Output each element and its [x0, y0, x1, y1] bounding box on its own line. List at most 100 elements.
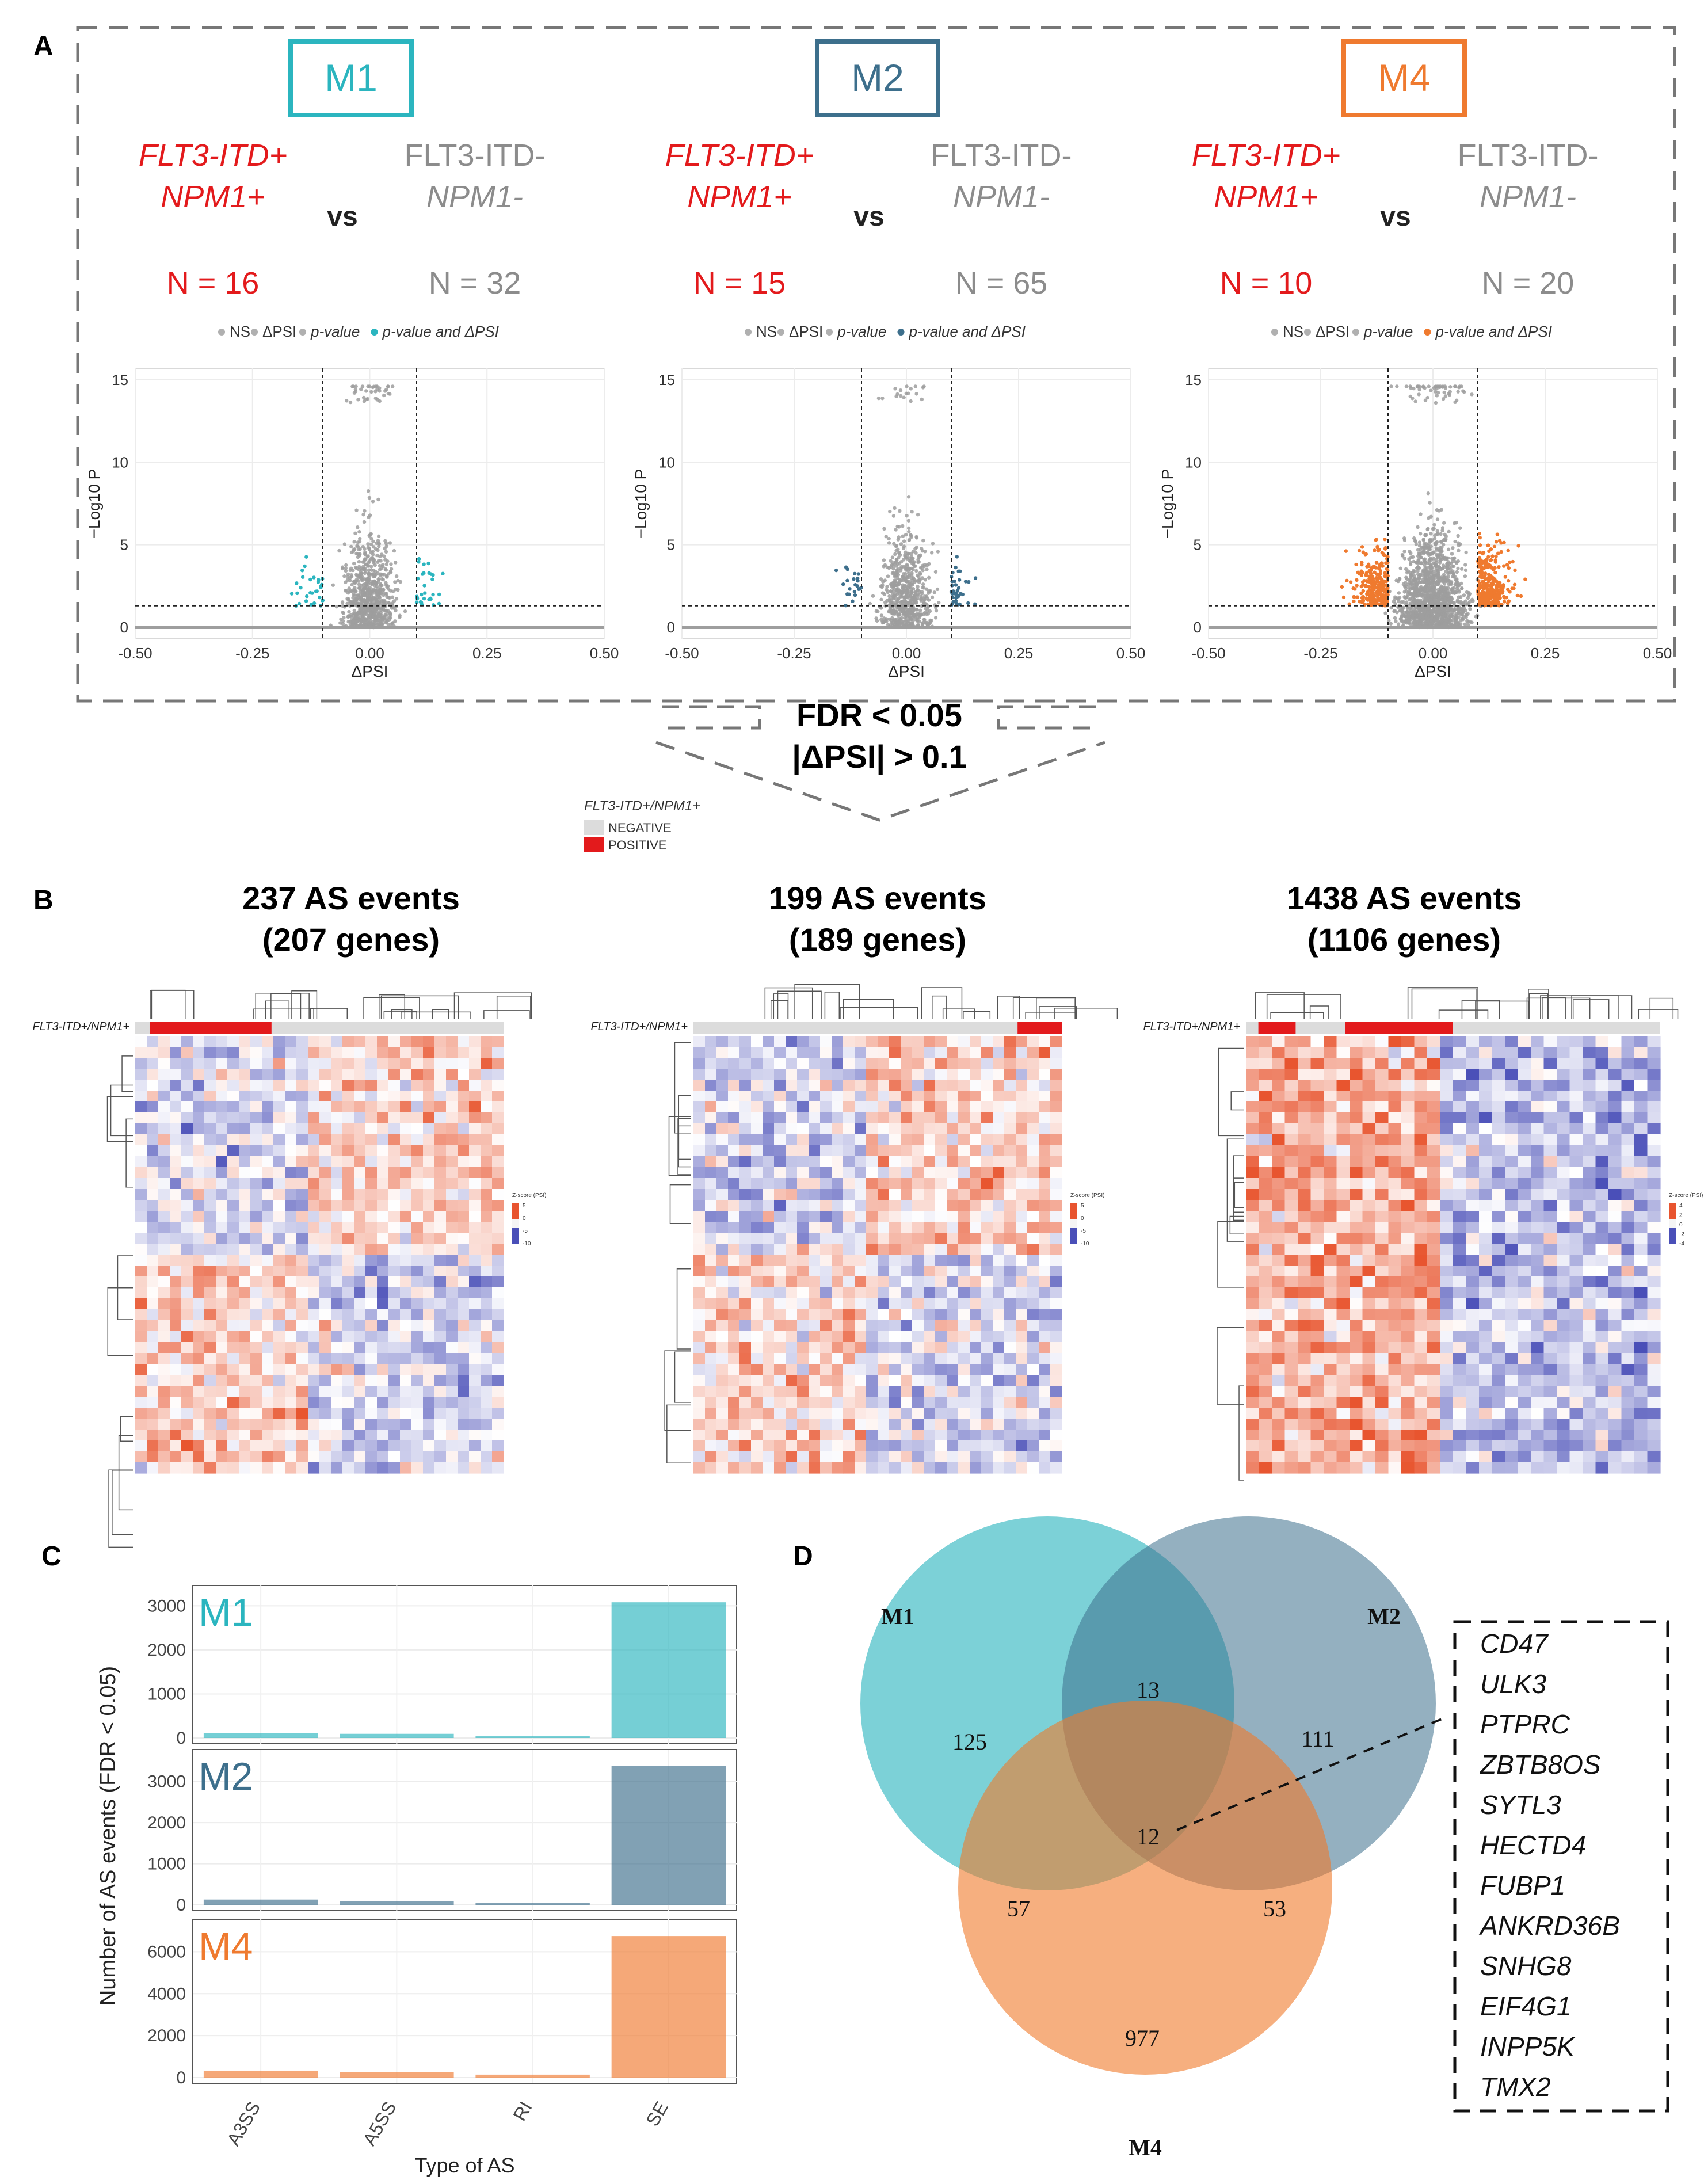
heatmap-cell	[446, 1200, 458, 1211]
heatmap-cell	[262, 1036, 274, 1047]
heatmap-cell	[147, 1211, 159, 1222]
heatmap-cell	[400, 1233, 412, 1244]
heatmap-cell	[400, 1112, 412, 1124]
volcano-point-significant	[856, 572, 861, 576]
heatmap-cell	[469, 1047, 481, 1058]
volcano-point	[890, 621, 894, 626]
y-tick-label: 5	[667, 536, 675, 554]
volcano-point	[1417, 573, 1422, 577]
heatmap-cell	[158, 1233, 170, 1244]
heatmap-cell	[377, 1375, 389, 1386]
heatmap-cell	[135, 1408, 147, 1419]
heatmap-cell	[481, 1462, 493, 1474]
x-tick-label: 0.00	[892, 645, 921, 662]
volcano-point	[348, 600, 352, 604]
heatmap-cell	[158, 1440, 170, 1452]
heatmap-cell	[193, 1200, 205, 1211]
heatmap-cell	[273, 1386, 285, 1397]
heatmap-cell	[947, 1047, 959, 1058]
volcano-point-significant	[1383, 538, 1387, 542]
heatmap-cell	[170, 1091, 182, 1102]
volcano-point	[342, 574, 346, 578]
heatmap-cell	[273, 1331, 285, 1343]
heatmap-cell	[319, 1211, 331, 1222]
heatmap-cell	[354, 1331, 366, 1343]
heatmap-cell	[147, 1331, 159, 1343]
heatmap-cell	[388, 1222, 401, 1233]
volcano-point	[1408, 394, 1412, 399]
heatmap-cell	[354, 1091, 366, 1102]
heatmap-cell	[354, 1189, 366, 1200]
heatmap-cell	[216, 1189, 228, 1200]
x-axis-label: ΔPSI	[888, 662, 925, 680]
heatmap-cell	[354, 1156, 366, 1168]
heatmap-cell	[181, 1123, 193, 1135]
heatmap-cell	[239, 1440, 251, 1452]
heatmap-cell	[319, 1309, 331, 1321]
volcano-point	[1454, 618, 1458, 622]
heatmap-cell	[216, 1047, 228, 1058]
volcano-point	[1459, 567, 1464, 571]
heatmap-cell	[296, 1364, 308, 1375]
heatmap-cell	[250, 1430, 262, 1441]
heatmap-cell	[446, 1342, 458, 1354]
volcano-point	[909, 533, 913, 538]
heatmap-cell	[319, 1266, 331, 1277]
heatmap-cell	[331, 1123, 343, 1135]
volcano-point-significant	[1495, 585, 1499, 589]
volcano-point	[379, 588, 383, 592]
heatmap-cell	[342, 1430, 354, 1441]
heatmap-cell	[250, 1156, 262, 1168]
volcano-point	[371, 552, 375, 557]
volcano-point	[367, 588, 372, 592]
heatmap-cell	[239, 1276, 251, 1288]
heatmap-cell	[170, 1145, 182, 1157]
heatmap-cell	[273, 1058, 285, 1069]
volcano-point-significant	[1478, 571, 1483, 575]
heatmap-cell	[158, 1178, 170, 1190]
volcano-point	[894, 544, 898, 548]
heatmap-cell	[170, 1408, 182, 1419]
heatmap-cell	[446, 1408, 458, 1419]
heatmap-cell	[308, 1342, 320, 1354]
volcano-point	[378, 574, 383, 578]
heatmap-cell	[308, 1320, 320, 1332]
heatmap-cell	[411, 1320, 424, 1332]
volcano-point	[1451, 564, 1456, 569]
volcano-point-significant	[950, 575, 954, 579]
heatmap-cell	[469, 1375, 481, 1386]
volcano-point	[920, 547, 924, 551]
negative-genotype-line2: NPM1-	[426, 180, 523, 214]
x-axis-label: ΔPSI	[352, 662, 388, 680]
heatmap-cell	[170, 1386, 182, 1397]
heatmap-cell	[469, 1397, 481, 1408]
heatmap-cell	[204, 1123, 216, 1135]
heatmap-cell	[193, 1167, 205, 1179]
volcano-point	[905, 554, 909, 558]
positive-genotype-line2: NPM1+	[161, 180, 265, 214]
volcano-point-significant	[417, 557, 421, 561]
heatmap-cell	[469, 1145, 481, 1157]
volcano-point	[345, 399, 349, 403]
volcano-point	[348, 623, 353, 627]
heatmap-cell	[227, 1189, 239, 1200]
heatmap-cell	[400, 1058, 412, 1069]
heatmap-cell	[342, 1112, 354, 1124]
heatmap-cell	[331, 1419, 343, 1430]
heatmap-cell	[296, 1101, 308, 1113]
volcano-point	[1429, 609, 1434, 613]
volcano-point	[348, 578, 352, 583]
volcano-point	[1440, 622, 1445, 626]
volcano-point	[1450, 597, 1454, 601]
volcano-point	[363, 550, 367, 554]
volcano-point	[369, 390, 373, 394]
heatmap-cell	[193, 1419, 205, 1430]
heatmap-cell	[458, 1091, 470, 1102]
heatmap-cell	[239, 1309, 251, 1321]
volcano-point-significant	[1354, 562, 1358, 567]
y-axis-label: −Log10 P	[632, 469, 650, 539]
heatmap-cell	[158, 1211, 170, 1222]
heatmap-cell	[181, 1266, 193, 1277]
volcano-point	[1421, 601, 1425, 605]
heatmap-cell	[354, 1047, 366, 1058]
